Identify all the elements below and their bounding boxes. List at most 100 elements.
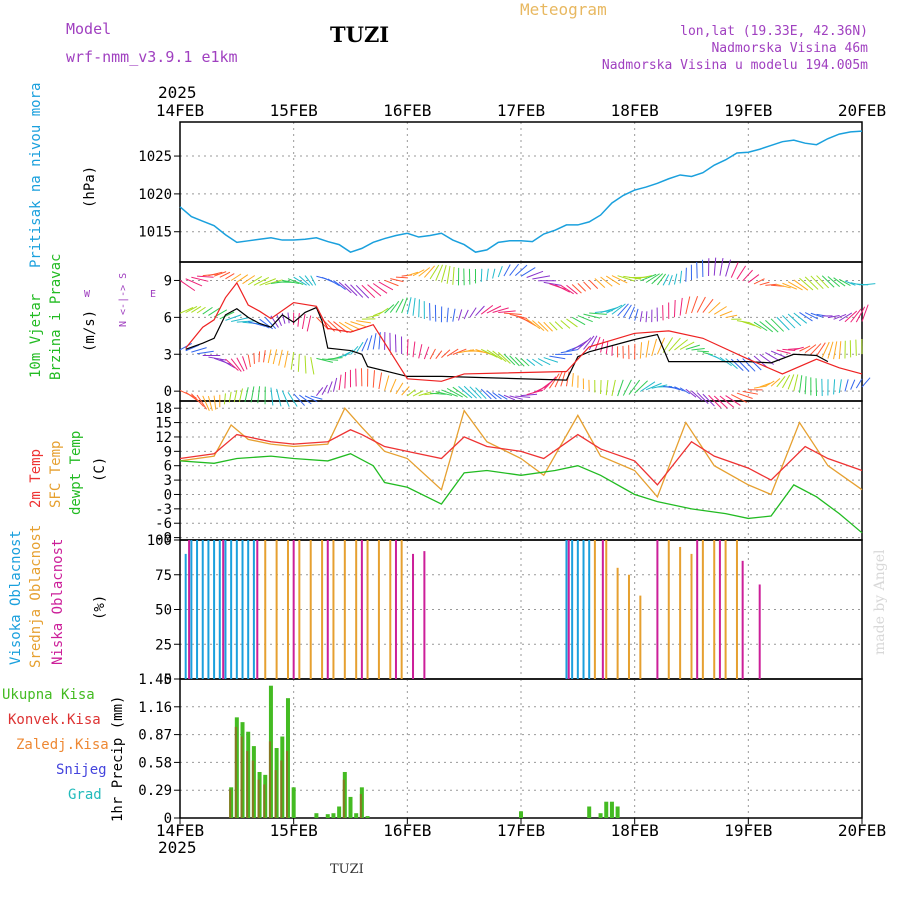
wind-arrow <box>679 387 691 395</box>
wind-arrow <box>185 344 200 352</box>
wind-arrow <box>634 275 653 280</box>
wind-arrow <box>250 386 255 403</box>
high-cloud-bar <box>235 540 238 679</box>
legend-snow: Snijeg <box>56 762 107 778</box>
wind-arrow <box>611 303 626 315</box>
xtick-label-bottom: 18FEB <box>611 821 659 840</box>
conv-precip-bar <box>229 789 232 818</box>
wind-arrow <box>259 278 276 286</box>
total-precip-bar <box>331 813 336 818</box>
wind-arrow <box>418 299 420 318</box>
total-precip-bar <box>598 813 603 818</box>
wind-arrow <box>696 296 706 313</box>
mid-cloud-bar <box>605 540 608 679</box>
low-cloud-bar <box>394 540 397 679</box>
wind-arrow <box>441 389 458 397</box>
high-cloud-bar <box>588 540 591 679</box>
wind-arrow <box>236 274 249 283</box>
wind-arrow <box>191 306 202 313</box>
wind-arrow <box>458 386 473 399</box>
wind-arrow <box>509 263 520 276</box>
wind-arrow <box>498 310 516 314</box>
pressure-label: Pritisak na nivou mora <box>28 82 44 268</box>
wind-arrow <box>321 384 328 395</box>
wind-sublabel: Brzina i Pravac <box>48 253 64 380</box>
wind-arrow <box>344 283 358 296</box>
wind-arrow <box>350 346 359 355</box>
wind-arrow <box>520 393 538 397</box>
wind-arrow <box>725 259 732 277</box>
ytick-label: 100 <box>147 533 172 549</box>
wind-arrow <box>622 379 632 396</box>
wind-arrow <box>372 370 376 388</box>
wind-arrow <box>708 394 722 408</box>
wind-arrow <box>446 348 459 357</box>
wind-arrow <box>384 304 395 314</box>
wind-arrow <box>668 275 673 286</box>
wind-arrow <box>804 312 819 320</box>
wind-arrow <box>651 273 664 285</box>
wind-arrow <box>691 347 705 351</box>
wind-arrow <box>480 268 483 282</box>
mid-cloud-bar <box>343 540 346 679</box>
wind-arrow <box>265 279 283 286</box>
xtick-label-top: 19FEB <box>724 101 772 120</box>
wind-arrow <box>304 395 318 403</box>
wind-arrow <box>748 321 762 329</box>
ytick-label: 75 <box>155 568 172 584</box>
wind-arrow <box>225 314 242 321</box>
wind-arrow <box>554 284 571 293</box>
wind-arrow <box>765 380 775 387</box>
low-cloud-bar <box>326 540 329 679</box>
mid-cloud-bar <box>275 540 278 679</box>
wind-arrow <box>736 320 749 323</box>
wind-arrow <box>486 305 502 314</box>
wind-arrow <box>855 306 866 323</box>
ytick-label: 1015 <box>138 225 172 241</box>
wind-arrow <box>611 379 616 397</box>
wind-arrow <box>350 321 366 328</box>
low-cloud-label: Niska Oblacnost <box>50 538 66 665</box>
wind-arrow <box>770 378 781 387</box>
wind-arrow <box>827 314 840 319</box>
wind-arrow <box>588 279 599 290</box>
wind-arrow <box>475 387 487 400</box>
high-cloud-bar <box>582 540 585 679</box>
wind-arrow <box>804 376 807 395</box>
wind-arrow <box>355 341 364 354</box>
wind-arrow <box>350 284 364 298</box>
wind-arrow <box>839 278 851 287</box>
model-label: Model <box>66 20 112 38</box>
wind-arrow <box>776 316 790 331</box>
wind-arrow <box>833 313 847 320</box>
wind-arrow <box>267 349 272 364</box>
xtick-label-bottom: 20FEB <box>838 821 886 840</box>
wind-arrow <box>844 310 858 323</box>
wind-arrow <box>475 305 485 317</box>
wind-arrow <box>418 267 431 277</box>
wind-arrow <box>855 378 863 389</box>
wind-arrow <box>372 283 388 294</box>
wind-arrow <box>257 386 261 404</box>
wind-arrow <box>532 320 545 331</box>
wind-arrow <box>679 270 683 284</box>
conv-precip-bar <box>280 760 283 818</box>
mid-cloud-bar <box>389 540 392 679</box>
total-precip-bar <box>604 801 609 818</box>
wind-arrow <box>301 314 306 330</box>
wind-arrow <box>725 314 738 319</box>
wind-arrow <box>520 358 530 367</box>
xtick-label-top: 17FEB <box>497 101 545 120</box>
wind-arrow <box>560 284 574 295</box>
wind-arrow <box>787 374 795 390</box>
wind-arrow <box>821 275 835 288</box>
ytick-label: 18 <box>155 401 172 417</box>
wind-arrow <box>185 305 198 313</box>
temp-unit: (C) <box>92 456 108 482</box>
mid-cloud-bar <box>690 553 693 679</box>
wind-arrow <box>219 358 236 369</box>
wind-gust-line <box>185 281 863 382</box>
low-cloud-bar <box>718 540 721 679</box>
wind-arrow <box>674 339 688 351</box>
xtick-label-bottom: 15FEB <box>270 821 318 840</box>
